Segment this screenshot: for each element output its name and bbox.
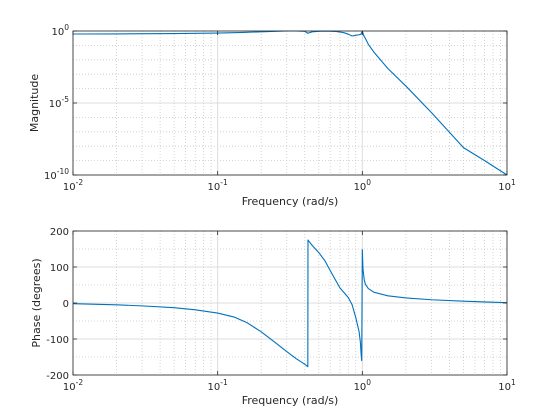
- magnitude-trace-group: [72, 30, 508, 176]
- x-tick-label: 101: [498, 378, 516, 393]
- y-tick-label: 10-10: [44, 167, 69, 182]
- x-tick-label: 10-2: [63, 178, 83, 193]
- x-tick-label: 10-1: [208, 378, 228, 393]
- x-tick-label: 10-2: [63, 378, 83, 393]
- phase-trace-group: [72, 239, 508, 368]
- magnitude-y-tick-labels: 10-10 10-5 100: [44, 23, 507, 182]
- x-tick-label: 101: [498, 178, 516, 193]
- y-tick-label: 0: [63, 299, 69, 310]
- phase-x-tick-labels: 10-2 10-1 100 101: [63, 231, 516, 393]
- x-tick-label: 100: [354, 178, 372, 193]
- magnitude-x-tick-labels: 10-2 10-1 100 101: [63, 31, 516, 193]
- magnitude-x-axis-label: Frequency (rad/s): [242, 195, 339, 208]
- magnitude-series-line: [72, 30, 508, 176]
- phase-series-line: [72, 239, 508, 368]
- x-tick-label: 100: [354, 378, 372, 393]
- magnitude-axes[interactable]: 10-2 10-1 100 101 10-10 10-5 100 Frequency (r…: [28, 23, 516, 208]
- y-tick-label: -200: [46, 371, 69, 382]
- y-tick-label: 100: [51, 23, 69, 38]
- y-tick-label: 10-5: [49, 95, 69, 110]
- phase-y-axis-label: Phase (degrees): [30, 258, 43, 347]
- phase-y-tick-labels: -200 -100 0 100 200: [46, 227, 507, 382]
- x-tick-label: 10-1: [208, 178, 228, 193]
- y-tick-label: -100: [46, 335, 69, 346]
- phase-x-axis-label: Frequency (rad/s): [242, 394, 339, 407]
- phase-axes[interactable]: 10-2 10-1 100 101 -200 -100 0 100 200 Frequency…: [30, 227, 516, 407]
- magnitude-y-axis-label: Magnitude: [28, 74, 41, 133]
- y-tick-label: 100: [50, 263, 69, 274]
- y-tick-label: 200: [50, 227, 69, 238]
